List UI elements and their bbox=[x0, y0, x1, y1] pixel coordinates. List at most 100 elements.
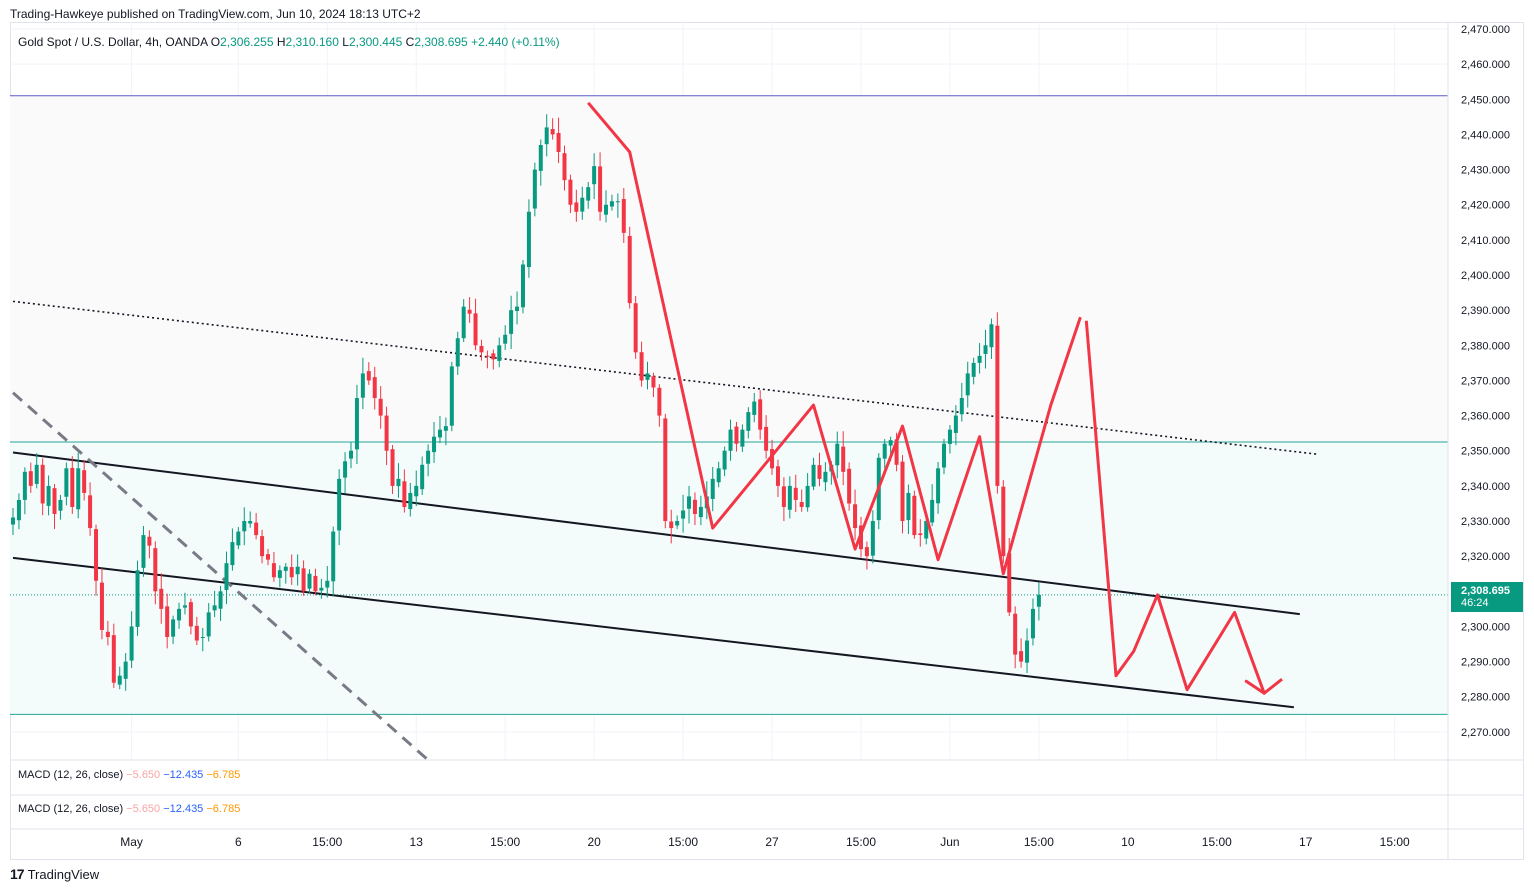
time-tick-label: 13 bbox=[410, 835, 424, 849]
candle-body bbox=[823, 471, 828, 483]
candle-body bbox=[52, 488, 57, 514]
last-price-tag: 2,308.695 46:24 bbox=[1451, 582, 1523, 612]
candle-body bbox=[959, 398, 964, 415]
symbol-legend[interactable]: Gold Spot / U.S. Dollar, 4h, OANDA O2,30… bbox=[18, 35, 560, 49]
candle-body bbox=[171, 619, 176, 637]
price-tick-label: 2,280.000 bbox=[1461, 692, 1510, 704]
price-tick-label: 2,340.000 bbox=[1461, 481, 1510, 493]
candle-body bbox=[111, 635, 116, 683]
candle-body bbox=[562, 153, 567, 181]
candle-body bbox=[402, 481, 407, 507]
candlesticks bbox=[11, 114, 1041, 691]
candle-body bbox=[740, 429, 745, 447]
price-tick-label: 2,430.000 bbox=[1461, 165, 1510, 177]
candle-body bbox=[995, 325, 1000, 486]
candle-body bbox=[651, 376, 656, 388]
time-axis[interactable]: May 6 15:00 13 15:00 20 15:00 27 15:00 Jun 15:00 10… bbox=[120, 835, 1410, 849]
time-tick-label: 15:00 bbox=[668, 835, 698, 849]
candle-body bbox=[491, 353, 496, 360]
candle-body bbox=[88, 495, 93, 529]
candle-body bbox=[99, 582, 104, 630]
candle-body bbox=[953, 415, 958, 433]
candle-body bbox=[11, 517, 15, 525]
legend-c-label: C bbox=[405, 35, 415, 49]
candle-body bbox=[627, 236, 632, 304]
candle-body bbox=[479, 345, 484, 353]
candle-body bbox=[574, 202, 579, 212]
tradingview-logo-icon: 17 bbox=[10, 866, 25, 882]
macd-value-1: −5.650 bbox=[126, 803, 161, 815]
legend-open: 2,306.255 bbox=[220, 35, 274, 49]
candle-body bbox=[432, 436, 437, 453]
candle-body bbox=[639, 352, 644, 381]
candle-body bbox=[538, 145, 543, 171]
candle-body bbox=[307, 573, 312, 589]
candle-body bbox=[568, 179, 573, 205]
tradingview-brand[interactable]: 17 TradingView bbox=[10, 866, 99, 882]
candle-body bbox=[70, 467, 75, 507]
candle-body bbox=[520, 264, 525, 308]
time-tick-label: May bbox=[120, 835, 143, 849]
time-tick-label: 15:00 bbox=[1380, 835, 1410, 849]
macd-legend-2[interactable]: MACD (12, 26, close) −5.650 −12.435 −6.7… bbox=[18, 803, 240, 815]
legend-close: 2,308.695 bbox=[414, 35, 468, 49]
macd-value-3: −6.785 bbox=[206, 769, 241, 781]
price-tick-label: 2,420.000 bbox=[1461, 200, 1510, 212]
candle-body bbox=[117, 675, 122, 685]
candle-body bbox=[473, 313, 478, 346]
candle-body bbox=[752, 401, 757, 415]
candle-body bbox=[621, 199, 626, 233]
candle-body bbox=[722, 450, 727, 470]
candle-body bbox=[604, 204, 608, 215]
macd-legend-1[interactable]: MACD (12, 26, close) −5.650 −12.435 −6.7… bbox=[18, 769, 240, 781]
candle-body bbox=[254, 522, 259, 536]
candle-body bbox=[437, 429, 442, 438]
candle-body bbox=[337, 478, 342, 531]
candle-body bbox=[615, 201, 620, 203]
price-tick-label: 2,300.000 bbox=[1461, 621, 1510, 633]
candle-body bbox=[544, 127, 549, 145]
price-tick-label: 2,360.000 bbox=[1461, 411, 1510, 423]
candle-body bbox=[698, 506, 703, 518]
time-tick-label: 27 bbox=[765, 835, 779, 849]
candle-body bbox=[1013, 613, 1018, 655]
legend-o-label: O bbox=[210, 35, 221, 49]
candle-body bbox=[271, 563, 276, 578]
price-tick-label: 2,380.000 bbox=[1461, 340, 1510, 352]
candle-body bbox=[989, 324, 994, 348]
candle-body bbox=[16, 499, 21, 521]
candle-body bbox=[467, 309, 472, 314]
candle-body bbox=[58, 499, 63, 511]
price-tick-label: 2,290.000 bbox=[1461, 657, 1510, 669]
candle-body bbox=[22, 471, 27, 500]
candle-body bbox=[165, 606, 170, 637]
candle-body bbox=[983, 345, 988, 354]
candle-body bbox=[870, 521, 875, 556]
candle-body bbox=[663, 418, 668, 522]
macd-pane-dividers bbox=[10, 759, 1524, 830]
candle-body bbox=[200, 637, 205, 638]
background-bands bbox=[10, 95, 1448, 715]
candle-body bbox=[1001, 486, 1006, 557]
time-tick-label: 15:00 bbox=[312, 835, 342, 849]
candle-body bbox=[556, 132, 561, 153]
candle-body bbox=[455, 338, 460, 367]
candle-body bbox=[947, 429, 952, 444]
candle-body bbox=[390, 449, 395, 486]
candle-body bbox=[503, 334, 508, 344]
candle-body bbox=[82, 470, 87, 493]
macd-label: MACD (12, 26, close) bbox=[18, 803, 124, 815]
candle-body bbox=[289, 567, 294, 578]
candle-body bbox=[669, 521, 674, 529]
candle-body bbox=[1007, 553, 1012, 613]
candle-body bbox=[236, 531, 241, 546]
price-axis[interactable]: 2,270.0002,280.0002,290.0002,300.0002,31… bbox=[1447, 22, 1510, 860]
candle-body bbox=[206, 612, 211, 637]
candle-body bbox=[580, 197, 585, 212]
candle-body bbox=[965, 373, 970, 396]
candle-body bbox=[888, 440, 893, 446]
candle-body bbox=[153, 548, 158, 592]
candle-body bbox=[906, 492, 911, 521]
candle-body bbox=[354, 398, 359, 450]
